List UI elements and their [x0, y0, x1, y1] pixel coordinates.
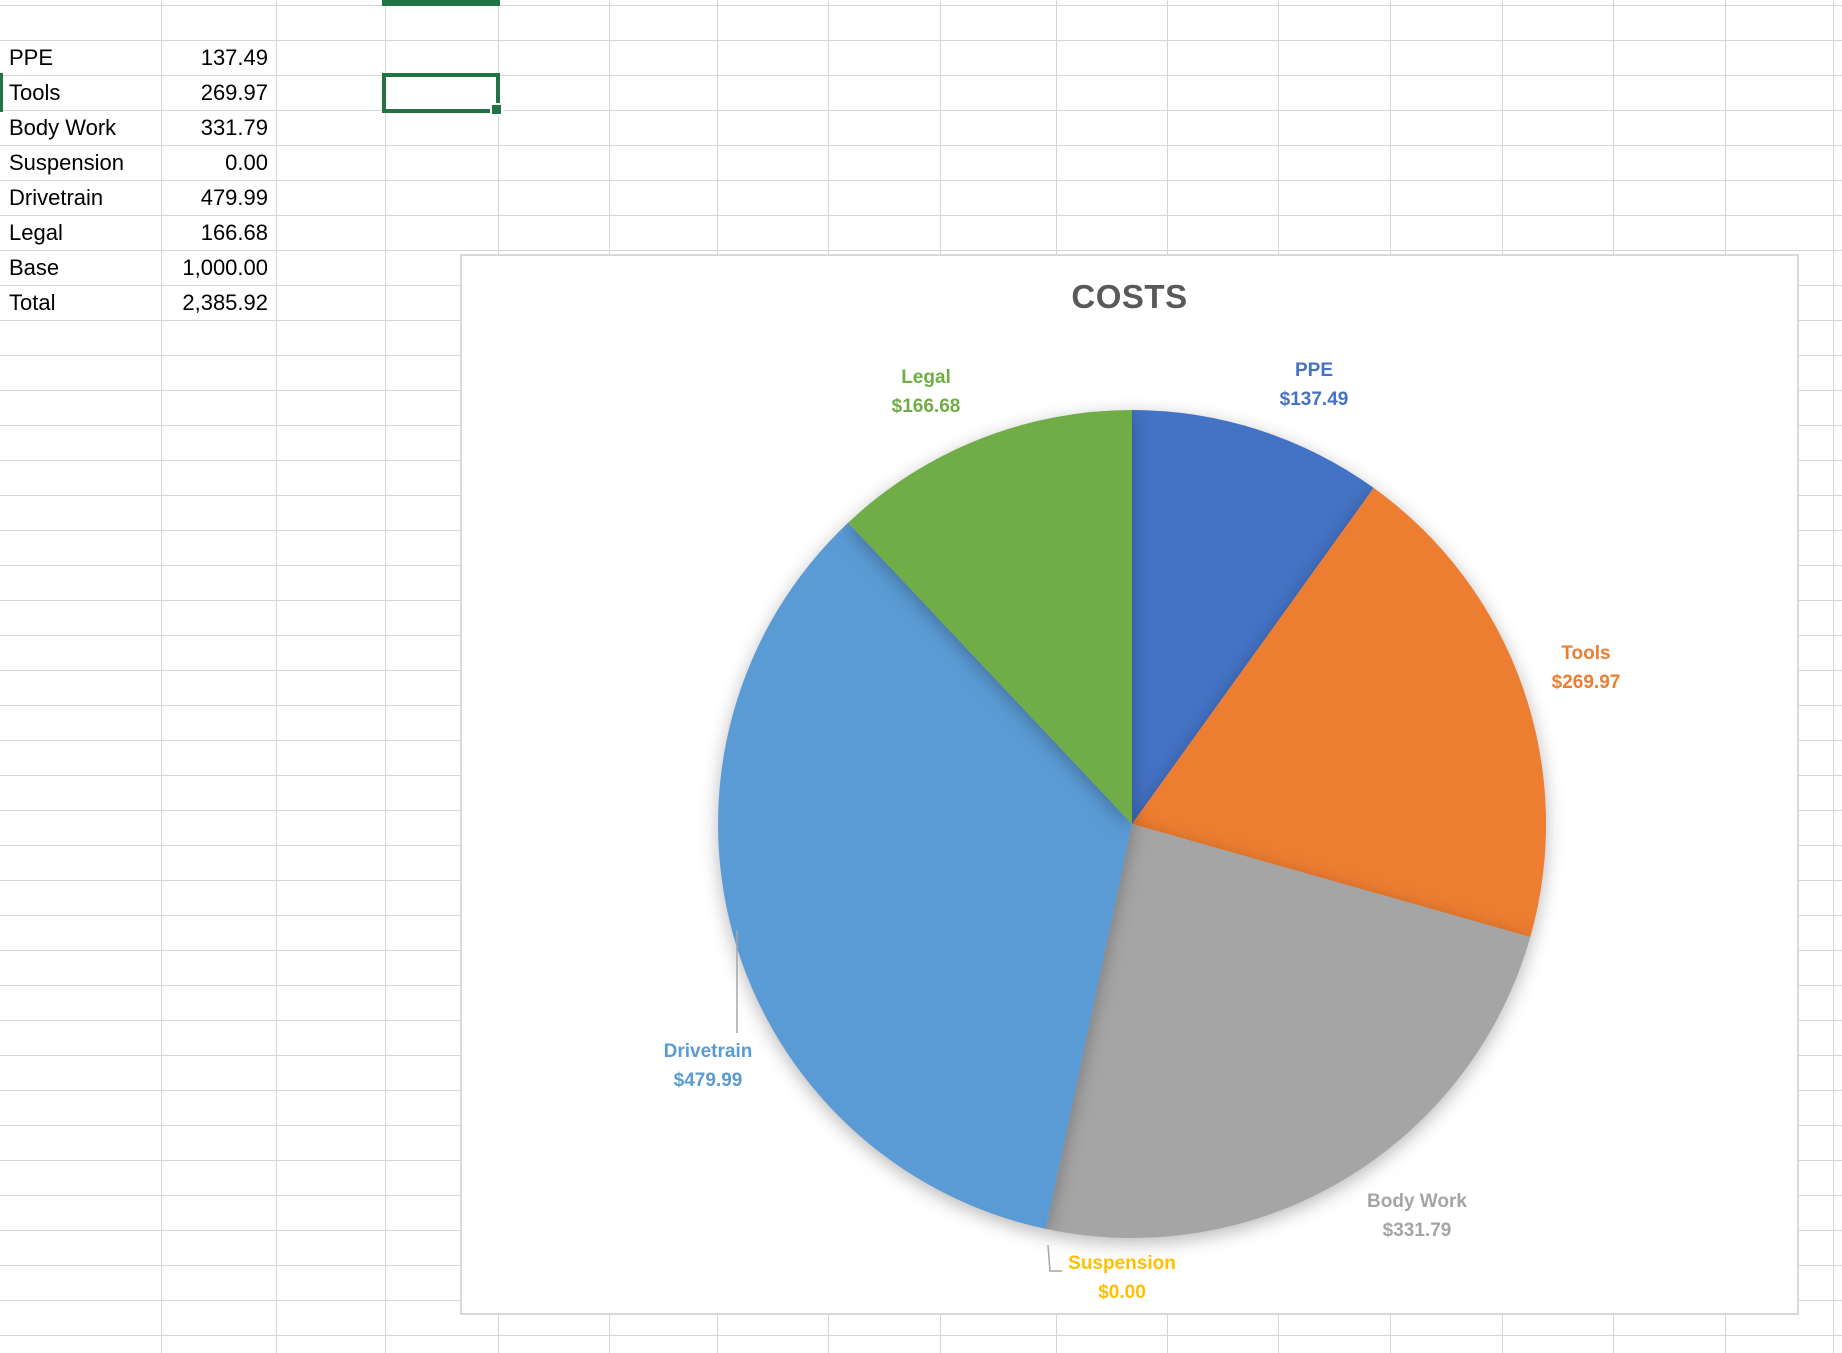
- fill-handle[interactable]: [490, 103, 503, 116]
- pie-slice-tools[interactable]: [1132, 487, 1547, 937]
- pie-chart: [718, 410, 1547, 1272]
- grid-line: [276, 0, 277, 1353]
- pie-slice-body-work[interactable]: [1045, 824, 1531, 1238]
- data-label-name: Legal: [901, 367, 951, 388]
- data-label-name: Body Work: [1367, 1191, 1467, 1212]
- data-label-suspension[interactable]: Suspension $0.00: [1068, 1249, 1176, 1307]
- pie-slice-drivetrain[interactable]: [718, 522, 1132, 1229]
- cell-label[interactable]: PPE: [9, 44, 54, 70]
- cell-value[interactable]: 137.49: [200, 44, 268, 70]
- cell-value[interactable]: 166.68: [200, 219, 268, 245]
- grid-line: [385, 0, 386, 1353]
- selection-marker-top: [382, 0, 500, 6]
- grid-line: [0, 40, 1842, 41]
- data-label-tools[interactable]: Tools $269.97: [1552, 639, 1621, 697]
- grid-line: [0, 110, 1842, 111]
- cell-label[interactable]: Drivetrain: [9, 184, 104, 210]
- grid-line: [0, 145, 1842, 146]
- data-label-legal[interactable]: Legal $166.68: [892, 363, 961, 421]
- data-label-name: Drivetrain: [663, 1041, 753, 1062]
- cell-label[interactable]: Suspension: [9, 149, 124, 175]
- grid-line: [0, 180, 1842, 181]
- data-label-value: $269.97: [1551, 672, 1621, 693]
- cell-value[interactable]: 269.97: [200, 79, 268, 105]
- grid-line: [161, 0, 162, 1353]
- cell-label[interactable]: Legal: [9, 219, 63, 245]
- cell-label[interactable]: Base: [9, 254, 60, 280]
- cell-label[interactable]: Tools: [9, 79, 61, 105]
- data-label-value: $166.68: [891, 396, 961, 417]
- grid-line: [0, 5, 1842, 6]
- data-label-name: PPE: [1294, 360, 1334, 381]
- pie-slice-ppe[interactable]: [1132, 410, 1374, 824]
- cell-value[interactable]: 0.00: [225, 149, 268, 175]
- grid-line: [1833, 0, 1834, 1353]
- data-label-value: $0.00: [1098, 1282, 1146, 1303]
- selected-row-indicator: [0, 73, 3, 112]
- grid-line: [0, 215, 1842, 216]
- grid-line: [0, 250, 1842, 251]
- data-label-value: $331.79: [1382, 1220, 1452, 1241]
- data-label-value: $479.99: [673, 1070, 743, 1091]
- chart-title[interactable]: COSTS: [1071, 278, 1188, 315]
- cell-value[interactable]: 479.99: [200, 184, 268, 210]
- data-label-drivetrain[interactable]: Drivetrain $479.99: [664, 1037, 753, 1095]
- data-label-body-work[interactable]: Body Work $331.79: [1367, 1187, 1467, 1245]
- grid-line: [0, 75, 1842, 76]
- data-label-name: Suspension: [1068, 1253, 1176, 1274]
- data-label-ppe[interactable]: PPE $137.49: [1280, 356, 1349, 414]
- cell-label[interactable]: Total: [9, 289, 56, 315]
- leader-line-suspension: [1047, 1244, 1062, 1272]
- grid-line: [0, 1335, 1842, 1336]
- selected-cell[interactable]: [382, 73, 503, 116]
- cell-value[interactable]: 331.79: [200, 114, 268, 140]
- data-label-value: $137.49: [1279, 389, 1349, 410]
- cell-value[interactable]: 1,000.00: [182, 254, 268, 280]
- cell-label[interactable]: Body Work: [9, 114, 117, 140]
- pie-slice-legal[interactable]: [848, 410, 1132, 824]
- cell-value[interactable]: 2,385.92: [182, 289, 268, 315]
- data-label-name: Tools: [1561, 643, 1611, 664]
- chart-container[interactable]: COSTS PPE $137.49 Tools $269.97 Body Work $33…: [460, 254, 1799, 1315]
